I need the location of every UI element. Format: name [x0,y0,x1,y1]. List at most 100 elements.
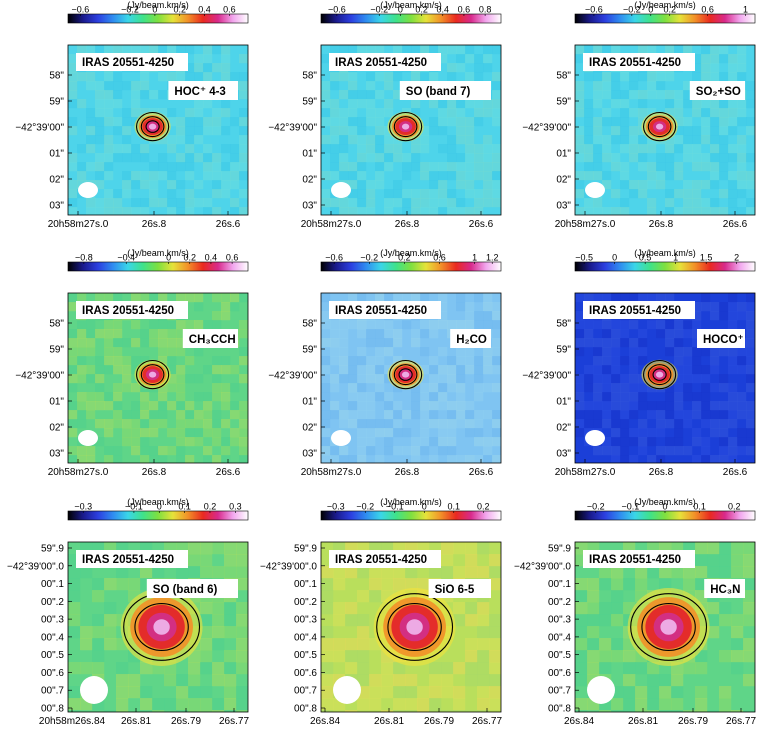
map-pixel [140,198,150,208]
colorbar-unit-label: (Jy/beam.km/s) [634,248,696,258]
map-pixel [104,347,114,357]
map-pixel [375,392,385,402]
map-pixel [185,126,195,136]
map-pixel [321,428,331,438]
map-pixel [465,171,475,181]
map-pixel [212,207,222,215]
map-pixel [611,329,621,339]
map-pixel [701,72,711,82]
map-pixel [671,698,684,711]
map-pixel [638,446,648,456]
map-pixel [68,578,81,591]
map-pixel [104,698,117,711]
map-pixel [113,198,123,208]
map-pixel [212,293,222,303]
map-pixel [629,410,639,420]
map-pixel [212,153,222,163]
map-pixel [635,710,648,712]
map-pixel [728,180,738,190]
y-tick-label: 00".5 [294,650,317,661]
map-pixel [68,144,78,154]
map-pixel [345,590,358,603]
map-pixel [420,446,430,456]
map-pixel [728,311,738,321]
map-pixel [629,428,639,438]
map-pixel [339,117,349,127]
map-pixel [647,45,657,55]
map-pixel [647,392,657,402]
map-pixel [447,383,457,393]
map-pixel [113,99,123,109]
colorbar-tick-label: −0.6 [325,253,343,263]
map-pixel [746,410,755,420]
map-pixel [447,135,457,145]
map-pixel [602,410,612,420]
map-pixel [620,374,630,384]
map-pixel [746,189,755,199]
map-pixel [456,198,466,208]
map-pixel [465,554,478,567]
map-pixel [357,446,367,456]
map-pixel [194,419,204,429]
map-pixel [638,81,648,91]
map-pixel [321,674,334,687]
map-pixel [80,710,93,712]
colorbar-tick-label: −0.2 [360,253,378,263]
map-pixel [746,374,755,384]
map-pixel [728,365,738,375]
map-pixel [185,153,195,163]
colorbar-tick-label: 0 [166,253,171,263]
map-pixel [230,189,240,199]
y-tick-label: 59" [556,97,571,108]
y-tick-label: 03" [556,201,571,212]
map-pixel [441,710,454,712]
map-pixel [411,198,421,208]
map-pixel [710,311,720,321]
map-pixel [348,180,358,190]
map-pixel [357,72,367,82]
map-pixel [465,126,475,136]
map-pixel [113,338,123,348]
map-pixel [113,45,123,55]
map-pixel [710,365,720,375]
map-pixel [230,293,240,303]
map-pixel [158,428,168,438]
map-pixel [438,356,448,366]
map-pixel [656,90,666,100]
map-pixel [68,207,78,215]
colorbar-unit-label: (Jy/beam.km/s) [127,248,189,258]
map-pixel [333,602,346,615]
map-pixel [176,566,189,579]
map-pixel [122,293,132,303]
map-pixel [384,108,394,118]
map-pixel [477,614,490,627]
map-pixel [719,602,732,615]
map-pixel [393,198,403,208]
molecule-name: HC₃N [710,584,740,596]
map-pixel [375,293,385,303]
map-pixel [731,698,744,711]
map-pixel [77,45,87,55]
map-pixel [692,180,702,190]
map-pixel [113,383,123,393]
colorbar-tick-label: −0.4 [117,253,135,263]
colorbar-tick-label: 0.2 [204,502,217,512]
map-pixel [489,578,501,591]
map-pixel [357,356,367,366]
map-pixel [330,207,340,215]
map-pixel [321,662,334,675]
map-pixel [375,45,385,55]
map-pixel [647,419,657,429]
map-pixel [212,401,222,411]
map-pixel [737,293,747,303]
map-pixel [194,153,204,163]
map-pixel [230,180,240,190]
map-pixel [194,72,204,82]
map-pixel [104,446,114,456]
map-pixel [707,662,720,675]
map-pixel [167,437,177,447]
map-pixel [200,674,213,687]
map-pixel [665,338,675,348]
x-tick-label: 20h58m27s.0 [48,219,109,230]
map-pixel [239,63,248,73]
